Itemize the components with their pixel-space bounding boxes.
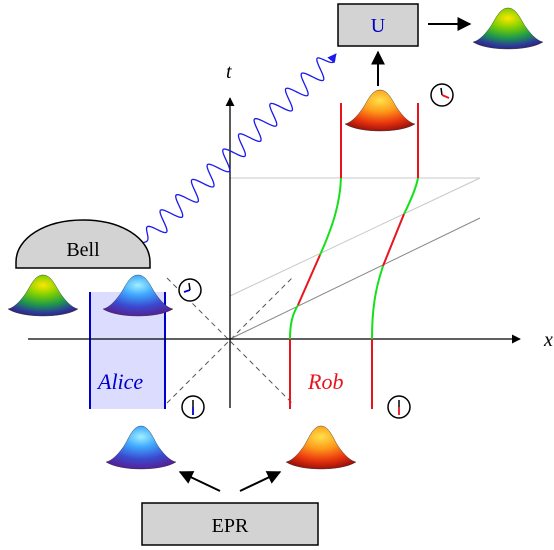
unitary-box: U <box>337 3 419 47</box>
space-axis-label: x <box>543 329 553 351</box>
grid-line-2 <box>229 177 481 297</box>
clock-icon <box>387 395 411 419</box>
bell-label: Bell <box>66 239 100 261</box>
rainbow-state-icon <box>472 7 544 50</box>
epr-to-rob-arrow <box>239 471 282 492</box>
orange-state-icon <box>285 425 357 470</box>
rob-worldline-1 <box>289 103 342 409</box>
orange-state-icon <box>344 89 416 132</box>
clock-icon <box>181 395 205 419</box>
blue-state-icon <box>105 425 177 470</box>
alice-label: Alice <box>96 369 143 394</box>
rob-worldline-2 <box>371 103 419 409</box>
clock-icon <box>430 83 454 107</box>
light-cone-right <box>166 277 293 404</box>
clock-icon <box>178 278 202 302</box>
epr-source-box: EPR <box>141 502 319 546</box>
blue-state-icon <box>102 274 174 317</box>
epr-to-alice-arrow <box>178 471 221 492</box>
time-axis-label: t <box>226 61 232 83</box>
classical-signal-wave <box>139 53 337 245</box>
unitary-label: U <box>371 15 386 37</box>
rainbow-state-icon <box>7 274 79 317</box>
rob-label: Rob <box>307 369 343 394</box>
bell-measurement-box: Bell <box>15 219 151 269</box>
grid-line-3 <box>229 217 481 340</box>
epr-label: EPR <box>212 515 249 537</box>
